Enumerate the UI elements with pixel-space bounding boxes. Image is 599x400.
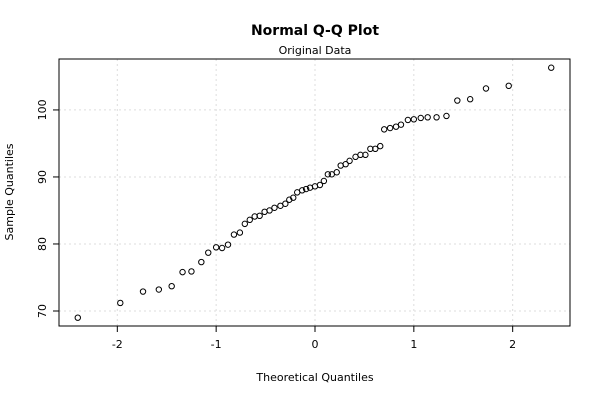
point — [505, 82, 512, 90]
point — [482, 85, 490, 92]
point — [117, 299, 124, 307]
point — [198, 258, 205, 266]
point — [397, 121, 405, 128]
point — [168, 282, 175, 290]
point — [290, 194, 297, 201]
point — [380, 126, 388, 133]
point — [342, 161, 349, 168]
point — [74, 314, 81, 321]
point — [433, 114, 440, 121]
point — [417, 114, 424, 122]
point — [256, 212, 263, 220]
x-tick-label: -2 — [112, 338, 123, 351]
x-tick-label: 2 — [509, 338, 516, 351]
point — [246, 216, 253, 224]
point — [386, 124, 394, 132]
point — [188, 268, 195, 275]
point — [271, 204, 278, 211]
point — [139, 288, 147, 295]
point — [212, 244, 220, 251]
x-axis-label: Theoretical Quantiles — [255, 371, 373, 384]
y-tick-label: 100 — [36, 99, 49, 120]
point — [324, 171, 332, 178]
point — [205, 249, 212, 256]
point — [241, 220, 249, 228]
point — [155, 286, 163, 293]
point — [236, 229, 244, 236]
point — [346, 157, 353, 165]
plot-frame — [58, 58, 571, 327]
point — [362, 151, 369, 159]
y-tick-label: 90 — [36, 170, 49, 184]
y-tick-label: 80 — [36, 237, 49, 251]
point — [218, 244, 226, 252]
point — [302, 185, 310, 193]
point — [404, 116, 412, 124]
point — [333, 169, 340, 176]
chart-title: Normal Q-Q Plot — [251, 23, 379, 39]
x-tick-label: -1 — [211, 338, 222, 351]
point — [548, 64, 555, 71]
x-tick-label: 0 — [311, 338, 318, 351]
point — [298, 187, 306, 194]
point — [466, 96, 474, 103]
y-axis-label: Sample Quantiles — [3, 143, 16, 240]
y-tick-label: 70 — [36, 304, 49, 318]
point — [266, 207, 273, 214]
point — [424, 114, 431, 121]
point — [282, 200, 289, 207]
point — [443, 112, 450, 120]
point — [230, 231, 238, 238]
x-tick-label: 1 — [410, 338, 417, 351]
point — [377, 142, 384, 150]
point — [454, 97, 461, 104]
point — [410, 116, 418, 123]
point — [316, 181, 324, 189]
point — [224, 241, 232, 248]
chart-subtitle: Original Data — [279, 44, 352, 57]
point — [372, 145, 379, 153]
point — [179, 268, 186, 276]
point — [320, 177, 328, 185]
